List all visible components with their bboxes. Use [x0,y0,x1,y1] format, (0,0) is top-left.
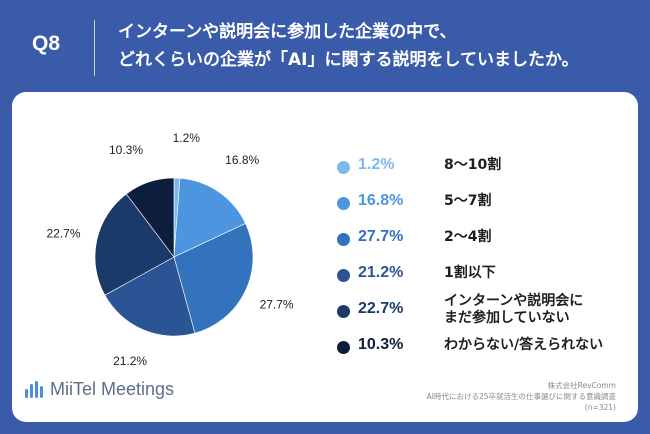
pie-slice-2 [173,177,246,258]
legend-swatch [337,305,350,318]
chart-card: 1.2% 16.8% 27.7% 21.2% 22.7% 10.3% 1.2% 8〜10割 1… [12,92,638,422]
pie-value-label-6: 10.3% [109,143,143,157]
pie-value-label-4: 21.2% [113,354,147,368]
legend-swatch [337,197,350,210]
legend-item-5: 22.7% インターンや説明会に まだ参加していない [334,293,634,330]
pie-value-label-5: 22.7% [46,227,80,241]
legend-value: 16.8% [358,192,404,209]
legend-value: 21.2% [358,264,404,281]
legend-label: わからない/答えられない [444,337,604,353]
legend-label: インターンや説明会に まだ参加していない [444,293,584,326]
legend-swatch [337,233,350,246]
source-sample-size: (n=321) [584,403,616,412]
legend-swatch [337,161,350,174]
source-company: 株式会社RevComm [547,381,616,390]
pie-slice-4 [104,256,196,337]
pie-chart: 1.2% 16.8% 27.7% 21.2% 22.7% 10.3% [46,131,294,368]
legend-label: 5〜7割 [444,193,492,209]
legend-label: 1割以下 [444,265,496,281]
legend-value: 27.7% [358,228,404,245]
legend-swatch [337,341,350,354]
pie-value-label-2: 16.8% [225,153,259,167]
question-header: Q8 インターンや説明会に参加した企業の中で、 どれくらいの企業が「AI」に関す… [0,0,650,92]
question-title-line-1: インターンや説明会に参加した企業の中で、 [118,22,457,42]
pie-slice-6 [125,177,175,258]
legend-value: 22.7% [358,300,404,317]
question-title-line-2: どれくらいの企業が「AI」に関する説明をしていましたか。 [118,50,579,70]
legend-item-1: 1.2% 8〜10割 [334,150,634,186]
legend-label: 8〜10割 [444,157,502,173]
pie-slice-5 [94,193,175,296]
logo-mark-icon [25,381,43,398]
legend-label: 2〜4割 [444,229,492,245]
legend: 1.2% 8〜10割 16.8% 5〜7割 27.7% 2〜4割 21.2% 1割以下 22.7… [334,150,634,366]
legend-value: 1.2% [358,156,395,173]
legend-item-6: 10.3% わからない/答えられない [334,330,634,366]
legend-value: 10.3% [358,336,404,353]
legend-swatch [337,269,350,282]
source-note: 株式会社RevComm AI時代における25卒就活生の仕事選びに関する意識調査 … [427,380,616,413]
legend-item-4: 21.2% 1割以下 [334,258,634,294]
legend-item-3: 27.7% 2〜4割 [334,222,634,258]
source-survey: AI時代における25卒就活生の仕事選びに関する意識調査 [426,392,616,401]
header-divider [94,20,95,76]
question-title: インターンや説明会に参加した企業の中で、 どれくらいの企業が「AI」に関する説明… [118,18,579,74]
brand-name: MiiTel Meetings [50,379,175,399]
legend-item-2: 16.8% 5〜7割 [334,186,634,222]
question-number: Q8 [32,32,61,55]
pie-slice-3 [173,223,254,334]
pie-value-label-1: 1.2% [173,131,201,145]
pie-value-label-3: 27.7% [260,297,294,311]
